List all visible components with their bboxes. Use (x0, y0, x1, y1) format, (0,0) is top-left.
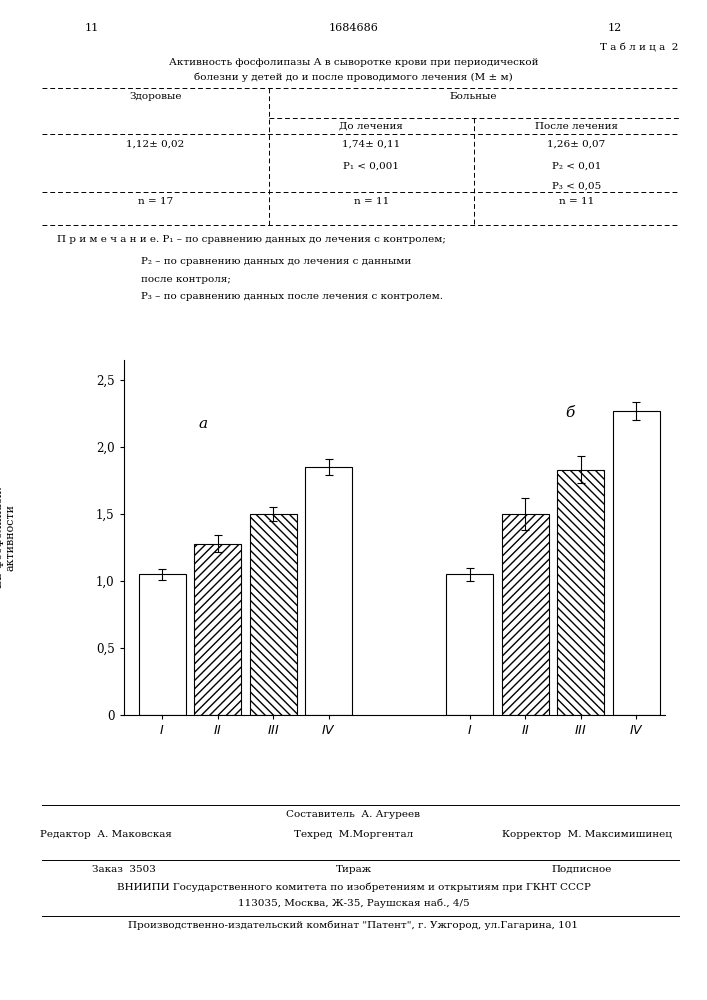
Text: Тираж: Тираж (335, 865, 372, 874)
Text: после контроля;: после контроля; (141, 275, 231, 284)
Text: n = 11: n = 11 (354, 197, 389, 206)
Text: П р и м е ч а н и е. Р₁ – по сравнению данных до лечения с контролем;: П р и м е ч а н и е. Р₁ – по сравнению д… (57, 235, 445, 244)
Text: До лечения: До лечения (339, 122, 403, 131)
Text: Здоровые: Здоровые (129, 92, 182, 101)
Text: Производственно-издательский комбинат "Патент", г. Ужгород, ул.Гагарина, 101: Производственно-издательский комбинат "П… (129, 921, 578, 930)
Bar (446, 574, 493, 715)
Text: Заказ  3503: Заказ 3503 (92, 865, 156, 874)
Text: Составитель  А. Агуреев: Составитель А. Агуреев (286, 810, 421, 819)
Text: 1,12± 0,02: 1,12± 0,02 (127, 140, 185, 149)
Text: Р₃ – по сравнению данных после лечения с контролем.: Р₃ – по сравнению данных после лечения с… (141, 292, 443, 301)
Bar (139, 574, 186, 715)
Text: Техред  М.Моргентал: Техред М.Моргентал (294, 830, 413, 839)
Text: 1684686: 1684686 (329, 23, 378, 33)
Text: Подписное: Подписное (551, 865, 612, 874)
Bar (502, 514, 549, 715)
Text: Р₁ < 0,001: Р₁ < 0,001 (343, 162, 399, 171)
Text: 12: 12 (608, 23, 622, 33)
Text: 113035, Москва, Ж-35, Раушская наб., 4/5: 113035, Москва, Ж-35, Раушская наб., 4/5 (238, 898, 469, 908)
Bar (194, 544, 241, 715)
Text: n = 17: n = 17 (138, 197, 173, 206)
Text: После лечения: После лечения (534, 122, 618, 131)
Text: Р₂ – по сравнению данных до лечения с данными: Р₂ – по сравнению данных до лечения с да… (141, 257, 411, 266)
Text: 11: 11 (85, 23, 99, 33)
Bar (613, 411, 660, 715)
Text: б: б (566, 406, 575, 420)
Text: болезни у детей до и после проводимого лечения (М ± м): болезни у детей до и после проводимого л… (194, 72, 513, 82)
Text: 1,74± 0,11: 1,74± 0,11 (342, 140, 400, 149)
Text: Корректор  М. Максимишинец: Корректор М. Максимишинец (502, 830, 672, 839)
Text: n = 11: n = 11 (559, 197, 594, 206)
Text: ВНИИПИ Государственного комитета по изобретениям и открытиям при ГКНТ СССР: ВНИИПИ Государственного комитета по изоб… (117, 882, 590, 892)
Text: 1,26± 0,07: 1,26± 0,07 (547, 140, 605, 149)
Text: Р₃ < 0,05: Р₃ < 0,05 (551, 182, 601, 191)
Text: Редактор  А. Маковская: Редактор А. Маковская (40, 830, 172, 839)
Text: Т а б л и ц а  2: Т а б л и ц а 2 (600, 43, 679, 52)
Bar (250, 514, 297, 715)
Text: Активность фосфолипазы А в сыворотке крови при периодической: Активность фосфолипазы А в сыворотке кро… (169, 58, 538, 67)
Text: ЕВ фосфолипазн.
активности: ЕВ фосфолипазн. активности (0, 487, 16, 588)
Text: Р₂ < 0,01: Р₂ < 0,01 (551, 162, 601, 171)
Bar (305, 467, 352, 715)
Text: Больные: Больные (450, 92, 498, 101)
Bar (557, 470, 604, 715)
Text: а: а (198, 417, 207, 431)
